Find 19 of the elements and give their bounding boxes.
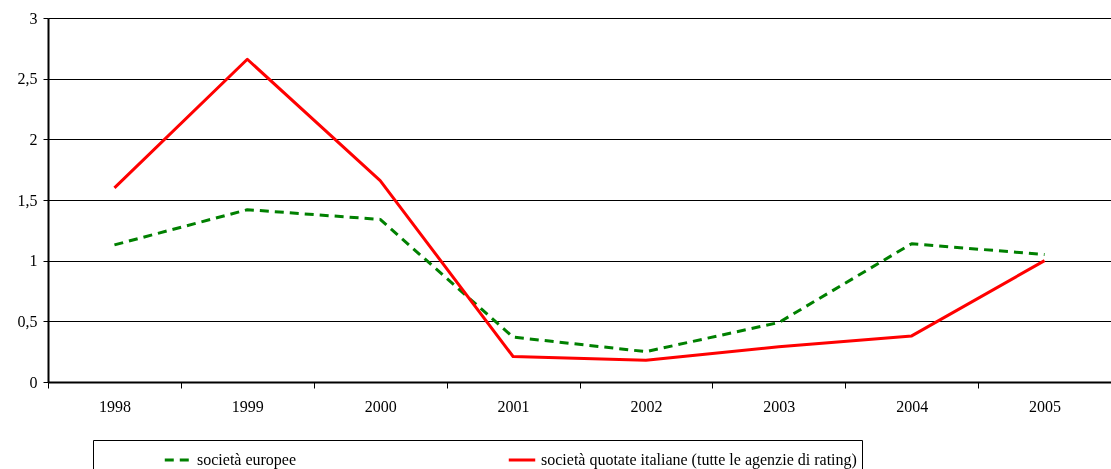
y-tick-label: 1,5: [17, 191, 38, 209]
x-tick-label: 2002: [630, 397, 663, 415]
y-tick-label: 2,5: [17, 70, 38, 88]
x-tick-label: 2004: [896, 397, 929, 415]
y-tick-label: 1: [29, 252, 38, 270]
x-tick-label: 1998: [98, 397, 131, 415]
x-tick-label: 1999: [231, 397, 264, 415]
y-tick-label: 0: [29, 373, 38, 391]
y-tick-label: 2: [29, 130, 38, 148]
x-tick-label: 2003: [763, 397, 796, 415]
legend-label: società europee: [197, 451, 297, 469]
x-tick-label: 2005: [1029, 397, 1062, 415]
x-tick-label: 2001: [497, 397, 530, 415]
legend-label: società quotate italiane (tutte le agenzie di rating): [541, 451, 857, 469]
y-tick-label: 0,5: [17, 312, 38, 330]
x-tick-label: 2000: [364, 397, 397, 415]
y-tick-label: 3: [29, 9, 38, 27]
line-series: [112, 208, 1047, 354]
line-series: [112, 57, 1047, 362]
